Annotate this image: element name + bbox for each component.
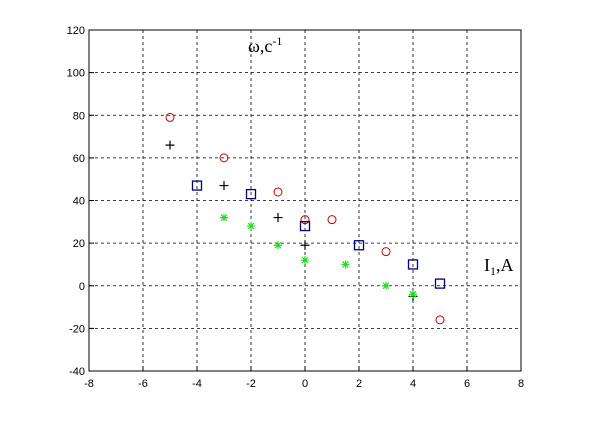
x-tick-label: 8: [518, 378, 524, 390]
square-point: [407, 259, 419, 270]
plus-point: [273, 213, 283, 223]
x-tick-label: 4: [410, 378, 416, 390]
circle-point: [300, 215, 310, 225]
x-annotation-base: I: [484, 255, 490, 275]
y-annotation: ω,c-1: [248, 34, 282, 56]
circle-point: [435, 315, 445, 325]
x-tick-label: -4: [192, 378, 202, 390]
y-tick-label: 80: [73, 110, 85, 122]
square-point: [299, 220, 311, 232]
square-point: [353, 240, 365, 251]
plus-point: [165, 140, 175, 150]
y-tick-label: -20: [69, 323, 85, 335]
x-annotation-rest: ,A: [496, 255, 514, 275]
square-point: [245, 188, 257, 200]
y-tick-label: 60: [73, 153, 85, 165]
circle-point: [327, 215, 337, 225]
x-annotation-sub: 1: [490, 264, 496, 278]
y-tick-label: 100: [67, 68, 85, 80]
star-point: [247, 222, 255, 231]
circle-point: [273, 187, 283, 197]
y-tick-label: 20: [73, 238, 85, 250]
star-point: [382, 281, 390, 290]
x-tick-label: 2: [356, 378, 362, 390]
circle-point: [381, 247, 391, 257]
x-tick-label: 0: [302, 378, 308, 390]
x-annotation: I1,A: [484, 255, 514, 278]
x-tick-label: -2: [246, 378, 256, 390]
star-point: [341, 260, 350, 269]
x-tick-label: -6: [138, 378, 148, 390]
star-point: [220, 213, 228, 222]
y-tick-label: 40: [73, 196, 85, 208]
plus-point: [219, 181, 229, 191]
circle-point: [165, 112, 175, 122]
x-tick-label: 6: [464, 378, 470, 390]
circle-point: [219, 153, 229, 163]
plus-point: [300, 240, 310, 250]
star-point: [274, 241, 282, 250]
square-point: [434, 278, 446, 289]
x-tick-label: -8: [84, 378, 94, 390]
star-point: [409, 290, 417, 299]
y-annotation-sup: -1: [272, 34, 282, 48]
y-tick-label: 0: [79, 281, 85, 293]
y-tick-label: 120: [67, 25, 85, 37]
y-annotation-base: ω,c: [248, 36, 272, 56]
square-point: [191, 180, 203, 191]
plot-frame: [88, 29, 522, 372]
y-tick-label: -40: [69, 366, 85, 378]
star-point: [301, 256, 309, 265]
